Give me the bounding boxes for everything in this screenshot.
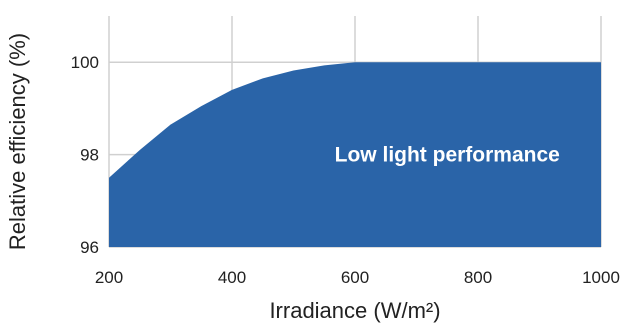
x-tick-label: 400 <box>218 268 246 287</box>
y-tick-label: 96 <box>80 238 99 257</box>
y-tick-labels: 96 98 100 <box>71 53 99 257</box>
x-tick-labels: 200 400 600 800 1000 <box>95 268 620 287</box>
chart-annotation: Low light performance <box>335 144 560 167</box>
x-tick-label: 1000 <box>582 268 620 287</box>
efficiency-area <box>109 62 601 248</box>
y-axis-label: Relative efficiency (%) <box>5 33 30 250</box>
y-tick-label: 100 <box>71 53 99 72</box>
x-tick-label: 800 <box>464 268 492 287</box>
x-tick-label: 600 <box>341 268 369 287</box>
x-tick-label: 200 <box>95 268 123 287</box>
y-tick-label: 98 <box>80 146 99 165</box>
x-axis-label: Irradiance (W/m²) <box>269 298 440 323</box>
